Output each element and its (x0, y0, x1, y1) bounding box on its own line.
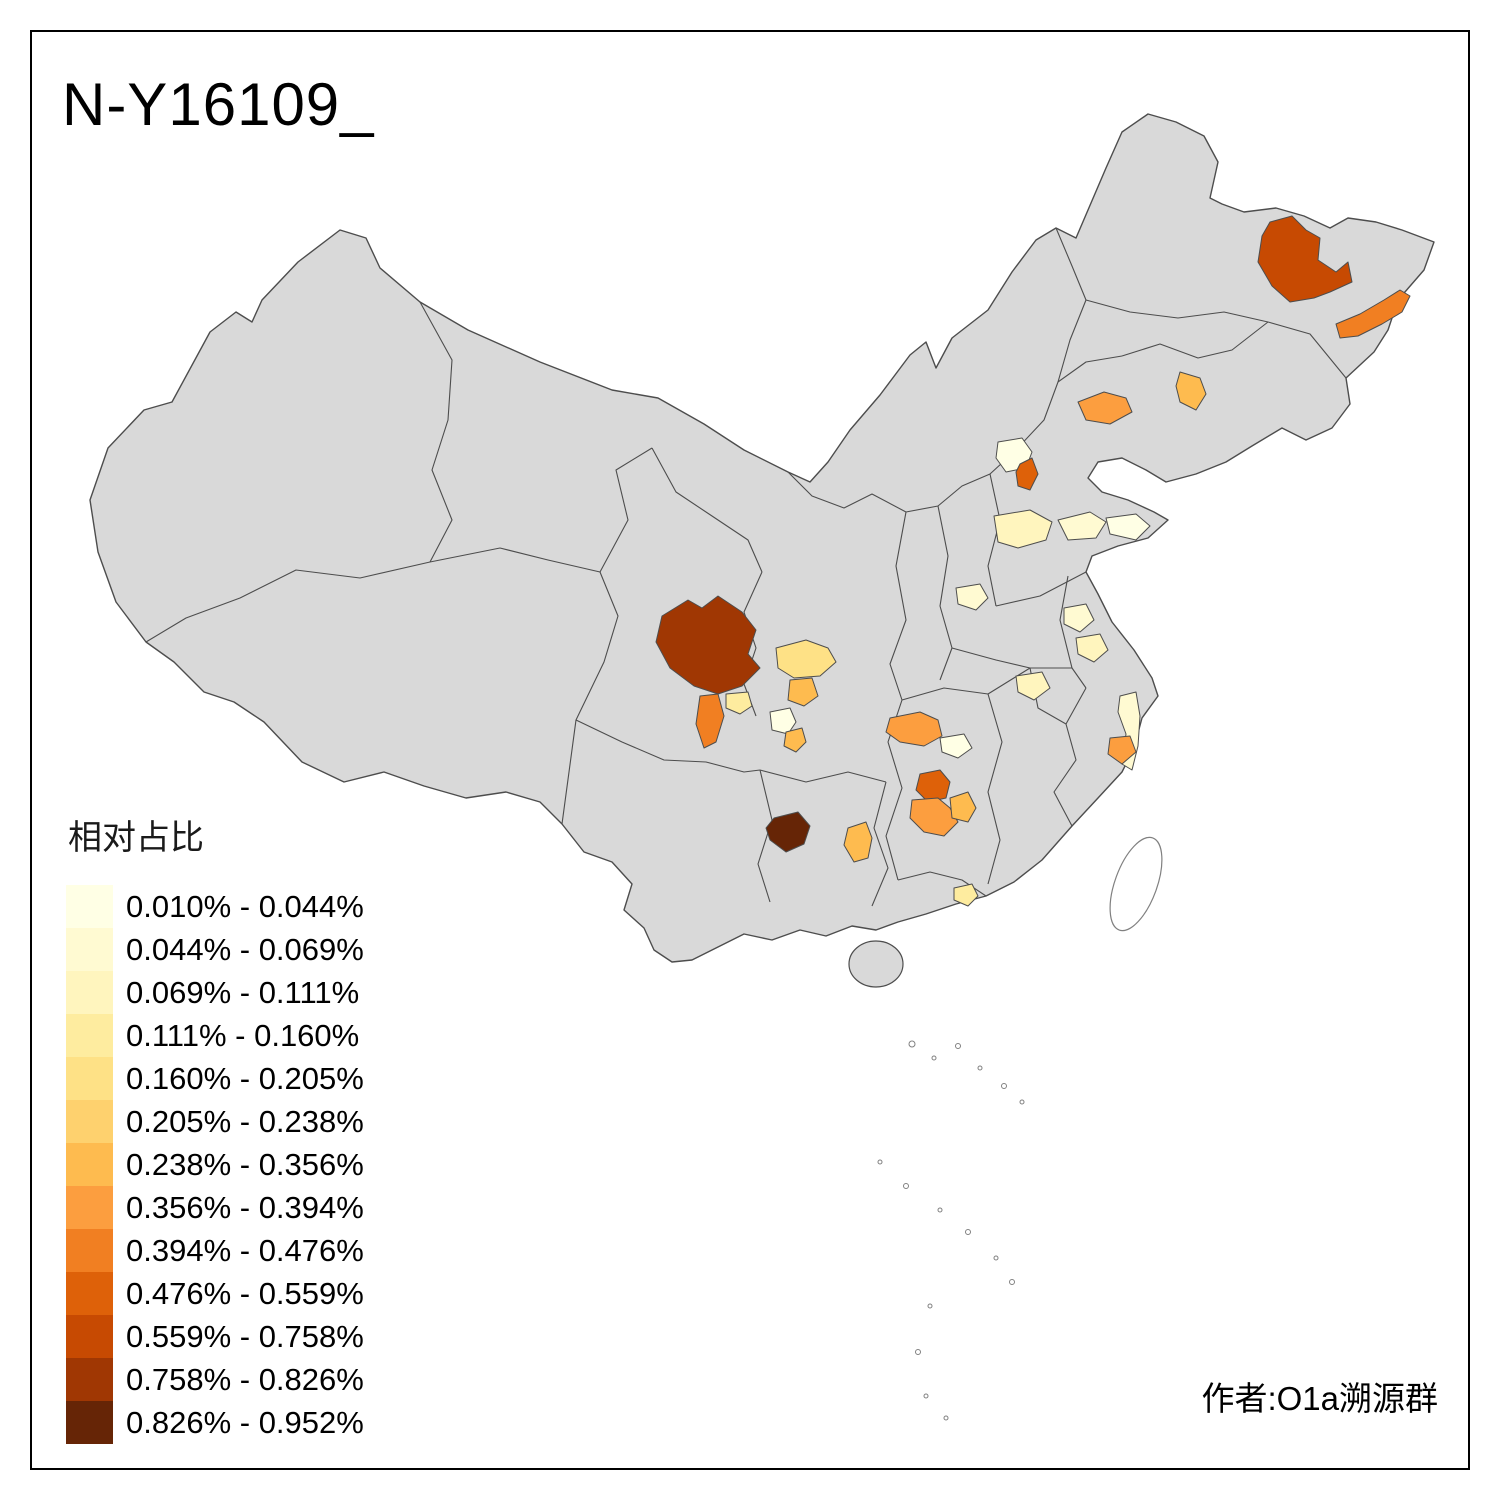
map-region (909, 797, 959, 837)
map-region (1107, 735, 1137, 765)
map-region (939, 733, 973, 759)
map-region (765, 811, 811, 853)
legend-item: 0.758% - 0.826% (66, 1358, 364, 1401)
legend-swatch (66, 1315, 113, 1358)
map-region (655, 595, 761, 695)
legend-item: 0.160% - 0.205% (66, 1057, 364, 1100)
map-region (1075, 633, 1109, 663)
province-borders (145, 227, 1347, 907)
legend-item: 0.205% - 0.238% (66, 1100, 364, 1143)
map-region (1057, 511, 1107, 541)
legend-item: 0.044% - 0.069% (66, 928, 364, 971)
map-region (1105, 513, 1151, 541)
legend-swatch (66, 971, 113, 1014)
legend-item: 0.010% - 0.044% (66, 885, 364, 928)
legend-swatch (66, 1186, 113, 1229)
legend-items: 0.010% - 0.044% 0.044% - 0.069% 0.069% - 0… (66, 885, 364, 1444)
map-region (769, 707, 797, 735)
map-region (915, 769, 951, 803)
page-title: N-Y16109_ (62, 71, 375, 138)
south-sea-islands (877, 1040, 1025, 1421)
author-credit: 作者:O1a溯源群 (1201, 1380, 1438, 1417)
map-region (775, 639, 837, 679)
legend-item: 0.069% - 0.111% (66, 971, 364, 1014)
legend-label: 0.476% - 0.559% (126, 1275, 364, 1311)
map-region (953, 883, 979, 907)
legend-label: 0.758% - 0.826% (126, 1361, 364, 1397)
choropleth-regions (655, 215, 1411, 907)
legend-item: 0.111% - 0.160% (66, 1014, 364, 1057)
map-region (695, 693, 725, 749)
legend-label: 0.111% - 0.160% (126, 1017, 360, 1053)
map-region (993, 509, 1053, 549)
legend: 相对占比 0.010% - 0.044% 0.044% - 0.069% 0.069… (66, 810, 364, 1444)
map-region (787, 677, 819, 707)
legend-label: 0.394% - 0.476% (126, 1232, 364, 1268)
legend-swatch (66, 1358, 113, 1401)
map-region (955, 583, 989, 611)
map-region (783, 727, 807, 753)
legend-label: 0.160% - 0.205% (126, 1060, 364, 1096)
legend-item: 0.476% - 0.559% (66, 1272, 364, 1315)
legend-swatch (66, 1014, 113, 1057)
legend-label: 0.010% - 0.044% (126, 888, 364, 924)
mainland-outline (89, 113, 1435, 963)
map-region (1063, 603, 1095, 633)
legend-swatch (66, 1057, 113, 1100)
taiwan-island (1109, 836, 1163, 932)
legend-swatch (66, 885, 113, 928)
hainan-island (848, 940, 904, 988)
legend-swatch (66, 928, 113, 971)
map-region (1257, 215, 1353, 303)
legend-label: 0.044% - 0.069% (126, 931, 364, 967)
legend-label: 0.356% - 0.394% (126, 1189, 364, 1225)
legend-label: 0.238% - 0.356% (126, 1146, 364, 1182)
legend-label: 0.826% - 0.952% (126, 1404, 364, 1440)
legend-label: 0.069% - 0.111% (126, 974, 360, 1010)
map-region (1015, 671, 1051, 701)
legend-item: 0.826% - 0.952% (66, 1401, 364, 1444)
map-region (725, 691, 753, 715)
legend-title: 相对占比 (68, 819, 204, 857)
map-region (885, 711, 943, 747)
legend-label: 0.205% - 0.238% (126, 1103, 364, 1139)
legend-item: 0.238% - 0.356% (66, 1143, 364, 1186)
legend-swatch (66, 1100, 113, 1143)
legend-swatch (66, 1143, 113, 1186)
legend-item: 0.394% - 0.476% (66, 1229, 364, 1272)
legend-label: 0.559% - 0.758% (126, 1318, 364, 1354)
legend-item: 0.356% - 0.394% (66, 1186, 364, 1229)
map-region (843, 821, 873, 863)
legend-swatch (66, 1401, 113, 1444)
map-region (1015, 457, 1039, 491)
map-region (1077, 391, 1133, 425)
legend-swatch (66, 1272, 113, 1315)
legend-swatch (66, 1229, 113, 1272)
map-region (949, 791, 977, 823)
map-region (1175, 371, 1207, 411)
map-region (1335, 289, 1411, 339)
legend-item: 0.559% - 0.758% (66, 1315, 364, 1358)
